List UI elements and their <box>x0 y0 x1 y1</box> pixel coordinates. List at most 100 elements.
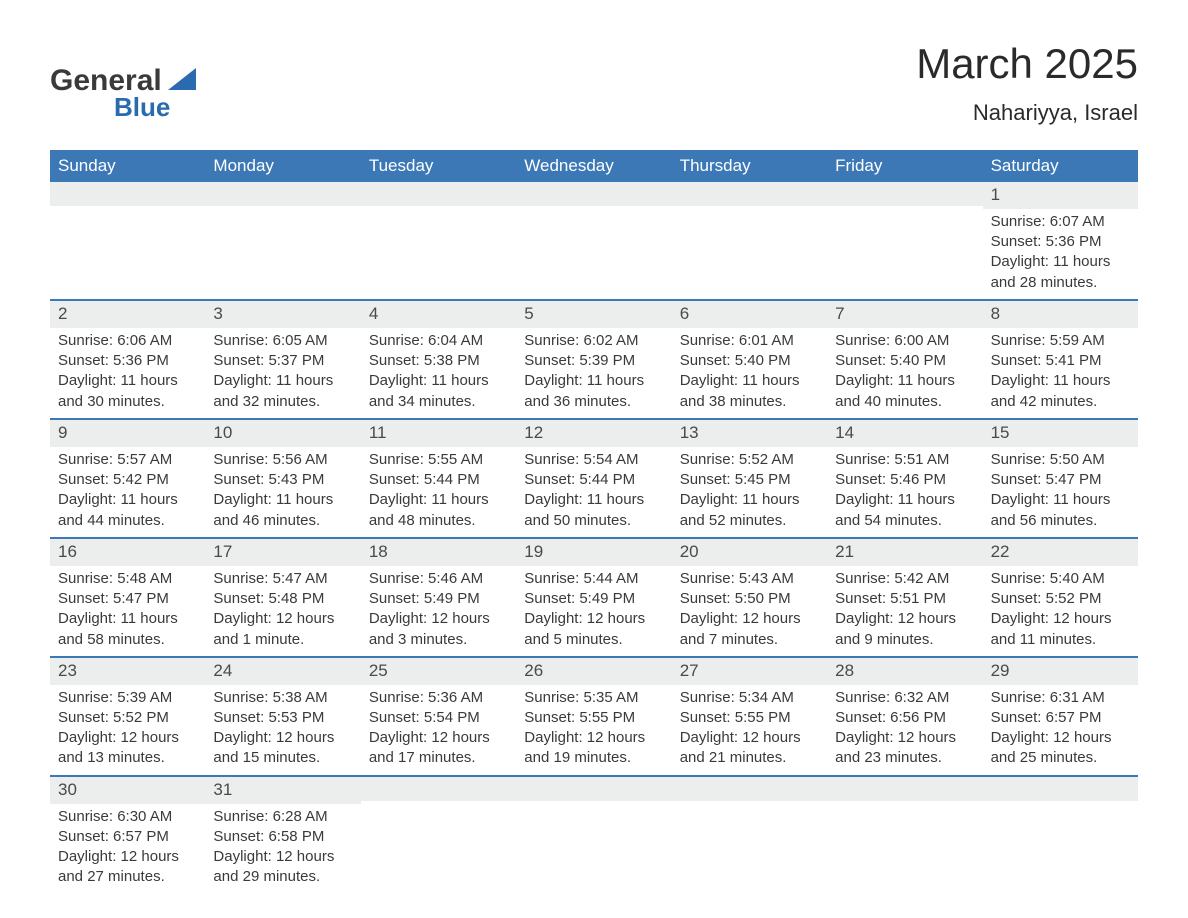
sunset-text: Sunset: 5:44 PM <box>524 470 663 490</box>
weekday-header: SundayMondayTuesdayWednesdayThursdayFrid… <box>50 150 1138 182</box>
day-number: 21 <box>827 539 982 566</box>
day-number: 31 <box>205 777 360 804</box>
day-cell: 21Sunrise: 5:42 AMSunset: 5:51 PMDayligh… <box>827 539 982 656</box>
day-number <box>361 182 516 206</box>
dl1-text: Daylight: 12 hours <box>213 609 352 629</box>
sunrise-text: Sunrise: 6:04 AM <box>369 331 508 351</box>
sunset-text: Sunset: 5:49 PM <box>369 589 508 609</box>
dl1-text: Daylight: 11 hours <box>58 490 197 510</box>
dl1-text: Daylight: 12 hours <box>369 609 508 629</box>
sunset-text: Sunset: 5:36 PM <box>991 232 1130 252</box>
sunrise-text: Sunrise: 5:51 AM <box>835 450 974 470</box>
dl1-text: Daylight: 11 hours <box>213 490 352 510</box>
day-number: 1 <box>983 182 1138 209</box>
day-number <box>672 777 827 801</box>
dl2-text: and 50 minutes. <box>524 511 663 531</box>
weekday-header-cell: Tuesday <box>361 150 516 182</box>
day-number: 16 <box>50 539 205 566</box>
day-number: 6 <box>672 301 827 328</box>
sunrise-text: Sunrise: 5:52 AM <box>680 450 819 470</box>
dl1-text: Daylight: 11 hours <box>58 371 197 391</box>
sunrise-text: Sunrise: 6:02 AM <box>524 331 663 351</box>
sunset-text: Sunset: 5:36 PM <box>58 351 197 371</box>
day-number <box>50 182 205 206</box>
sunset-text: Sunset: 5:49 PM <box>524 589 663 609</box>
sunrise-text: Sunrise: 6:06 AM <box>58 331 197 351</box>
dl2-text: and 36 minutes. <box>524 392 663 412</box>
dl2-text: and 40 minutes. <box>835 392 974 412</box>
dl2-text: and 1 minute. <box>213 630 352 650</box>
dl1-text: Daylight: 11 hours <box>680 490 819 510</box>
day-cell: 7Sunrise: 6:00 AMSunset: 5:40 PMDaylight… <box>827 301 982 418</box>
dl2-text: and 48 minutes. <box>369 511 508 531</box>
sunrise-text: Sunrise: 5:50 AM <box>991 450 1130 470</box>
sunset-text: Sunset: 5:51 PM <box>835 589 974 609</box>
day-number: 4 <box>361 301 516 328</box>
sunset-text: Sunset: 5:40 PM <box>680 351 819 371</box>
dl2-text: and 32 minutes. <box>213 392 352 412</box>
day-cell: 11Sunrise: 5:55 AMSunset: 5:44 PMDayligh… <box>361 420 516 537</box>
day-number: 13 <box>672 420 827 447</box>
dl2-text: and 13 minutes. <box>58 748 197 768</box>
day-number: 29 <box>983 658 1138 685</box>
sunrise-text: Sunrise: 6:01 AM <box>680 331 819 351</box>
dl1-text: Daylight: 11 hours <box>524 490 663 510</box>
day-cell: 16Sunrise: 5:48 AMSunset: 5:47 PMDayligh… <box>50 539 205 656</box>
weekday-header-cell: Sunday <box>50 150 205 182</box>
day-cell <box>205 182 360 299</box>
day-number: 17 <box>205 539 360 566</box>
dl2-text: and 46 minutes. <box>213 511 352 531</box>
sunset-text: Sunset: 5:52 PM <box>991 589 1130 609</box>
sunset-text: Sunset: 5:47 PM <box>58 589 197 609</box>
day-cell: 1Sunrise: 6:07 AMSunset: 5:36 PMDaylight… <box>983 182 1138 299</box>
location: Nahariyya, Israel <box>916 100 1138 126</box>
sunset-text: Sunset: 6:57 PM <box>58 827 197 847</box>
dl1-text: Daylight: 12 hours <box>213 847 352 867</box>
dl2-text: and 38 minutes. <box>680 392 819 412</box>
dl2-text: and 11 minutes. <box>991 630 1130 650</box>
day-cell: 4Sunrise: 6:04 AMSunset: 5:38 PMDaylight… <box>361 301 516 418</box>
day-cell: 15Sunrise: 5:50 AMSunset: 5:47 PMDayligh… <box>983 420 1138 537</box>
sunrise-text: Sunrise: 5:47 AM <box>213 569 352 589</box>
day-number: 7 <box>827 301 982 328</box>
day-number: 15 <box>983 420 1138 447</box>
day-number: 25 <box>361 658 516 685</box>
day-cell: 24Sunrise: 5:38 AMSunset: 5:53 PMDayligh… <box>205 658 360 775</box>
day-number <box>827 777 982 801</box>
day-cell: 6Sunrise: 6:01 AMSunset: 5:40 PMDaylight… <box>672 301 827 418</box>
day-cell: 10Sunrise: 5:56 AMSunset: 5:43 PMDayligh… <box>205 420 360 537</box>
dl2-text: and 29 minutes. <box>213 867 352 887</box>
day-number <box>672 182 827 206</box>
dl2-text: and 23 minutes. <box>835 748 974 768</box>
dl1-text: Daylight: 12 hours <box>524 609 663 629</box>
sunset-text: Sunset: 6:58 PM <box>213 827 352 847</box>
sunrise-text: Sunrise: 5:39 AM <box>58 688 197 708</box>
sunset-text: Sunset: 5:47 PM <box>991 470 1130 490</box>
dl2-text: and 3 minutes. <box>369 630 508 650</box>
day-number <box>827 182 982 206</box>
day-number: 30 <box>50 777 205 804</box>
dl2-text: and 30 minutes. <box>58 392 197 412</box>
dl1-text: Daylight: 11 hours <box>369 490 508 510</box>
sunrise-text: Sunrise: 5:36 AM <box>369 688 508 708</box>
sunset-text: Sunset: 5:48 PM <box>213 589 352 609</box>
day-cell <box>827 182 982 299</box>
day-number: 18 <box>361 539 516 566</box>
day-cell <box>361 777 516 894</box>
sunset-text: Sunset: 5:43 PM <box>213 470 352 490</box>
day-cell: 30Sunrise: 6:30 AMSunset: 6:57 PMDayligh… <box>50 777 205 894</box>
day-cell <box>827 777 982 894</box>
sunset-text: Sunset: 5:53 PM <box>213 708 352 728</box>
sunrise-text: Sunrise: 5:56 AM <box>213 450 352 470</box>
sunset-text: Sunset: 5:41 PM <box>991 351 1130 371</box>
day-number: 9 <box>50 420 205 447</box>
dl1-text: Daylight: 11 hours <box>58 609 197 629</box>
day-cell: 3Sunrise: 6:05 AMSunset: 5:37 PMDaylight… <box>205 301 360 418</box>
weekday-header-cell: Wednesday <box>516 150 671 182</box>
day-cell: 17 Sunrise: 5:47 AMSunset: 5:48 PMDayligh… <box>205 539 360 656</box>
sunset-text: Sunset: 5:38 PM <box>369 351 508 371</box>
dl1-text: Daylight: 12 hours <box>524 728 663 748</box>
day-number: 28 <box>827 658 982 685</box>
dl2-text: and 5 minutes. <box>524 630 663 650</box>
day-number: 11 <box>361 420 516 447</box>
